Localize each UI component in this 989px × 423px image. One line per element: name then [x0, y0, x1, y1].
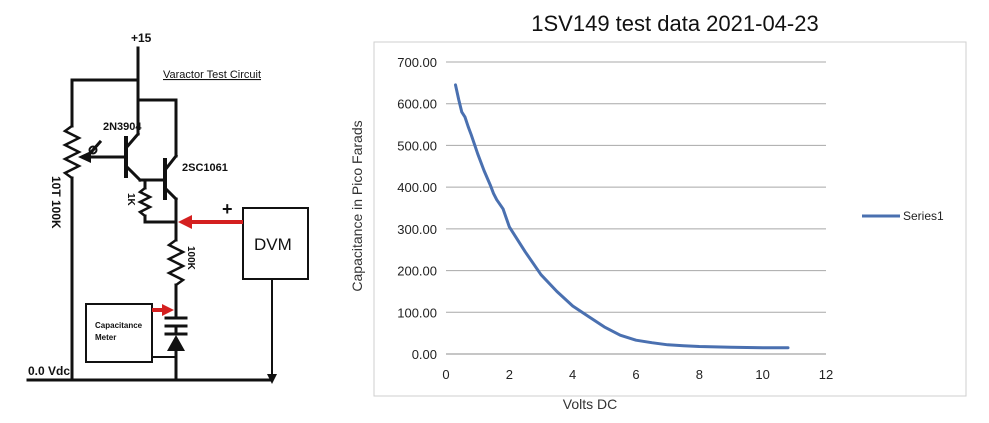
y-tick-label: 700.00 — [397, 55, 437, 70]
x-tick-labels: 0 2 4 6 8 10 12 — [442, 367, 833, 382]
y-tick-label: 0.00 — [412, 347, 437, 362]
x-tick-label: 2 — [506, 367, 513, 382]
circuit-title: Varactor Test Circuit — [163, 69, 261, 81]
dvm-box — [242, 207, 309, 280]
meter-label-line2: Meter — [95, 333, 116, 342]
x-tick-label: 4 — [569, 367, 576, 382]
q1-collector — [123, 131, 141, 151]
capacitance-chart: 1SV149 test data 2021-04-23 Capacitance … — [349, 11, 967, 412]
plus-sign: + — [222, 199, 233, 219]
capacitance-meter-box — [85, 303, 153, 363]
y-tick-label: 600.00 — [397, 97, 437, 112]
y-tick-label: 200.00 — [397, 264, 437, 279]
dvm-label: DVM — [254, 235, 292, 254]
q1-emitter — [123, 163, 143, 183]
x-tick-label: 0 — [442, 367, 449, 382]
transistor1-label: 2N3904 — [103, 121, 142, 133]
resistor-100k — [166, 238, 186, 287]
pot-label: 10T 100K — [49, 176, 63, 229]
varactor-test-circuit — [26, 46, 309, 382]
chart-title: 1SV149 test data 2021-04-23 — [531, 11, 818, 36]
y-tick-labels: 0.00 100.00 200.00 300.00 400.00 500.00 600.00… — [397, 55, 437, 362]
y-tick-label: 100.00 — [397, 305, 437, 320]
ground-label: 0.0 Vdc — [28, 364, 70, 378]
meter-probe-arrowhead — [162, 304, 174, 316]
x-tick-label: 12 — [819, 367, 833, 382]
transistor2-label: 2SC1061 — [182, 162, 228, 174]
pot-adjust-mark — [83, 139, 103, 161]
x-tick-label: 6 — [632, 367, 639, 382]
supply-label: +15 — [131, 31, 152, 45]
legend: Series1 — [862, 209, 944, 223]
x-tick-label: 8 — [696, 367, 703, 382]
legend-entry: Series1 — [903, 209, 944, 223]
resistor2-label: 100K — [185, 246, 196, 271]
potentiometer — [62, 124, 82, 180]
resistor-1k — [137, 186, 153, 218]
chart-area-border — [373, 41, 967, 397]
meter-label-line1: Capacitance — [95, 321, 143, 330]
resistor1-label: 1K — [125, 193, 136, 207]
plot-series — [454, 83, 790, 350]
dvm-ground-arrow — [267, 374, 277, 384]
q2-emitter — [162, 185, 179, 202]
y-tick-label: 400.00 — [397, 180, 437, 195]
diode-triangle — [167, 335, 185, 351]
series-line — [454, 83, 790, 350]
dvm-probe-arrowhead — [178, 215, 192, 229]
x-axis-label: Volts DC — [563, 396, 617, 412]
y-axis-label: Capacitance in Pico Farads — [349, 120, 365, 291]
q2-collector — [162, 153, 179, 173]
pot-adjust-knob — [88, 145, 98, 155]
measurement-arrows — [152, 215, 243, 316]
y-tick-label: 500.00 — [397, 138, 437, 153]
x-tick-label: 10 — [755, 367, 769, 382]
y-tick-label: 300.00 — [397, 222, 437, 237]
